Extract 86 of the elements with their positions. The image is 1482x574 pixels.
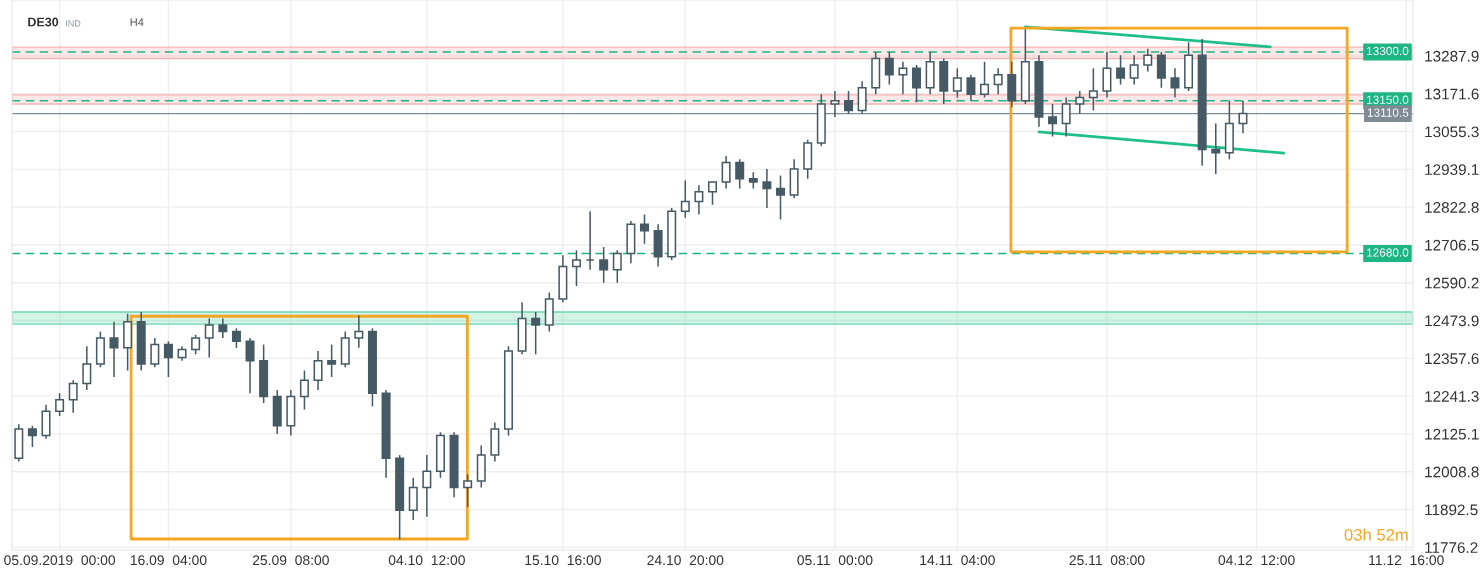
y-tick-label: 13287.9 bbox=[1425, 50, 1479, 62]
candlestick bbox=[735, 158, 745, 190]
candlestick bbox=[707, 181, 718, 206]
candlestick bbox=[1211, 122, 1221, 175]
candlestick bbox=[150, 337, 160, 369]
y-tick-label: 11892.5 bbox=[1425, 504, 1478, 516]
ref-line-label: 12680.0 bbox=[1367, 248, 1409, 257]
candlestick bbox=[1048, 103, 1058, 138]
y-tick-label: 12590.2 bbox=[1425, 277, 1479, 289]
candlestick bbox=[204, 317, 214, 359]
candlestick bbox=[191, 334, 201, 356]
candlestick bbox=[694, 184, 704, 216]
candlestick bbox=[898, 60, 908, 96]
candlestick bbox=[463, 473, 473, 508]
candlestick bbox=[884, 51, 894, 86]
candlestick bbox=[313, 350, 323, 391]
candlestick bbox=[327, 343, 337, 378]
candlestick bbox=[1088, 67, 1098, 112]
x-tick-label: 24.10 20:00 bbox=[647, 555, 724, 566]
candlestick bbox=[1129, 54, 1139, 86]
x-tick-label: 04.10 12:00 bbox=[388, 555, 465, 566]
x-tick-label: 16.09 04:00 bbox=[130, 555, 207, 566]
candlestick bbox=[1116, 54, 1126, 86]
candlestick bbox=[1156, 51, 1166, 89]
y-tick-label: 12241.3 bbox=[1425, 391, 1479, 402]
candlestick bbox=[1075, 90, 1085, 115]
x-tick-label: 15.10 16:00 bbox=[525, 555, 601, 566]
y-tick-label: 12706.5 bbox=[1425, 239, 1479, 251]
candlestick bbox=[299, 369, 309, 411]
y-tick-label: 12473.9 bbox=[1425, 315, 1479, 327]
candlestick bbox=[680, 179, 690, 219]
candlestick bbox=[109, 321, 119, 378]
candlestick bbox=[531, 311, 541, 356]
candlestick bbox=[27, 425, 37, 448]
ref-line-label: 13110.5 bbox=[1367, 108, 1409, 117]
candlestick bbox=[1170, 67, 1180, 99]
candlestick bbox=[68, 379, 78, 414]
candlestick bbox=[1061, 96, 1071, 138]
annotation: IND bbox=[66, 20, 81, 27]
candlestick bbox=[993, 67, 1003, 96]
candlestick bbox=[422, 454, 432, 518]
candlestick bbox=[830, 90, 840, 118]
candlestick bbox=[82, 345, 92, 391]
candlestick bbox=[1102, 51, 1112, 99]
candlestick bbox=[844, 90, 854, 115]
x-tick-label: 05.11 00:00 bbox=[797, 555, 873, 566]
ref-line-label: 13300.0 bbox=[1367, 46, 1409, 56]
y-tick-label: 12125.1 bbox=[1425, 428, 1479, 440]
x-tick-label: 25.11 08:00 bbox=[1069, 555, 1145, 566]
candlestick bbox=[599, 246, 609, 284]
text: DE30 bbox=[28, 17, 59, 27]
candlestick bbox=[980, 60, 990, 99]
candlestick bbox=[571, 249, 581, 287]
candlestick bbox=[163, 340, 173, 378]
candlestick bbox=[231, 327, 241, 349]
y-tick-label: 13055.3 bbox=[1425, 126, 1479, 138]
candlestick bbox=[857, 80, 867, 115]
x-tick-label: 25.09 08:00 bbox=[252, 555, 329, 566]
candlestick bbox=[762, 168, 772, 209]
candlestick bbox=[966, 73, 976, 102]
candlestick bbox=[952, 67, 962, 99]
ref-line-label: 13150.0 bbox=[1367, 95, 1409, 104]
x-tick-label: 14.11 04:00 bbox=[920, 555, 995, 566]
candlestick bbox=[639, 213, 649, 245]
y-tick-label: 12939.1 bbox=[1425, 164, 1479, 176]
x-tick-label: 05.09.2019 00:00 bbox=[4, 555, 116, 566]
y-tick-label: 12357.6 bbox=[1425, 353, 1479, 365]
y-tick-label: 12008.8 bbox=[1425, 466, 1479, 478]
candlestick bbox=[721, 155, 731, 190]
x-tick-label: 11.12 16:00 bbox=[1369, 555, 1444, 566]
annotation: 03h 52m bbox=[1344, 528, 1408, 541]
annotation: H4 bbox=[130, 18, 144, 26]
x-tick-label: 04.12 12:00 bbox=[1218, 555, 1295, 566]
candlestick bbox=[1143, 47, 1153, 73]
candlestick bbox=[408, 477, 418, 521]
candlestick bbox=[1238, 100, 1248, 135]
y-tick-label: 13171.6 bbox=[1425, 88, 1479, 100]
candlestick bbox=[218, 317, 228, 339]
candlestick bbox=[354, 314, 364, 349]
y-tick-label: 12822.8 bbox=[1425, 202, 1479, 213]
candlestick bbox=[245, 337, 255, 395]
y-tick-label: 11776.2 bbox=[1425, 542, 1478, 554]
candlestick bbox=[55, 392, 65, 417]
candlestick bbox=[776, 174, 786, 221]
candlestick bbox=[912, 64, 922, 104]
candlestick bbox=[612, 249, 622, 284]
